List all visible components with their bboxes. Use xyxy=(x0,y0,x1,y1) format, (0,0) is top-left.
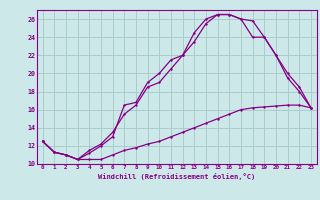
X-axis label: Windchill (Refroidissement éolien,°C): Windchill (Refroidissement éolien,°C) xyxy=(98,173,255,180)
